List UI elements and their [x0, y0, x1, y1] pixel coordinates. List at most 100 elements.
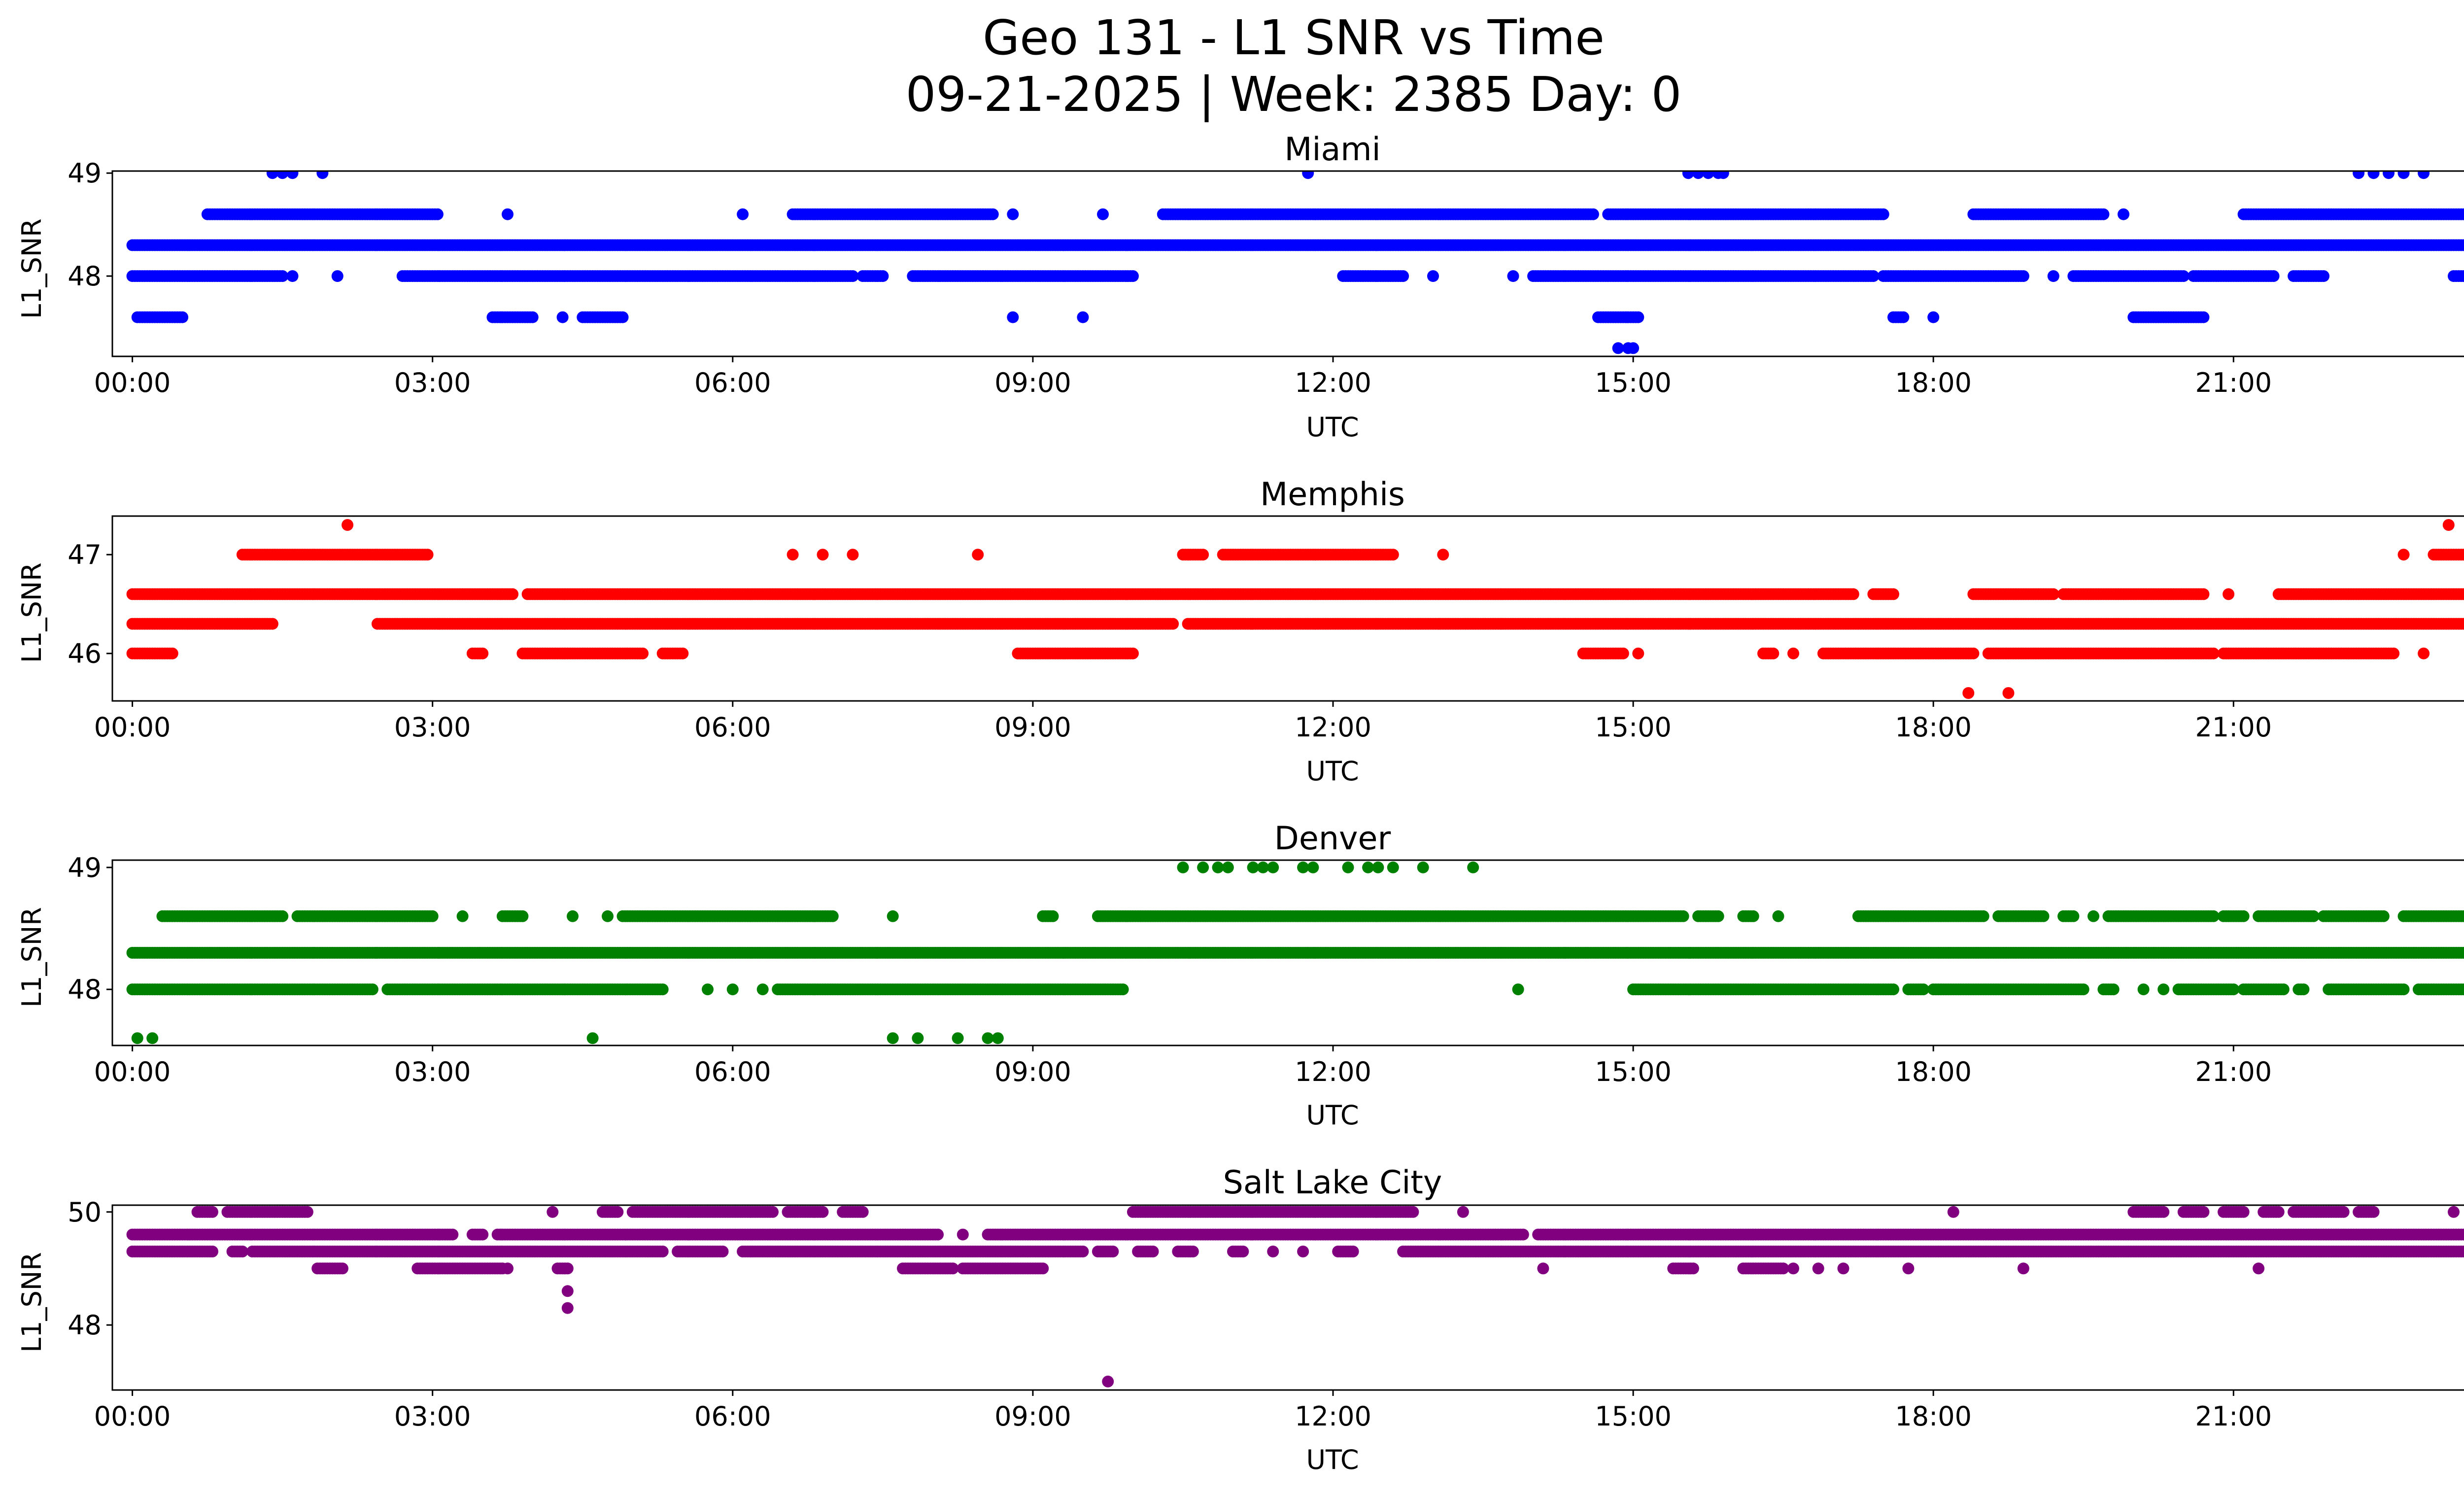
level-series [126, 618, 2464, 630]
data-point [1717, 171, 1729, 179]
data-point [972, 549, 984, 561]
data-point [1632, 311, 1644, 323]
data-point [567, 910, 579, 922]
x-tick-label: 09:00 [994, 712, 1071, 743]
level-series [126, 588, 2464, 600]
data-point [987, 208, 999, 220]
data-point [616, 311, 629, 323]
data-point [477, 647, 489, 660]
data-point [286, 171, 299, 179]
data-point [1507, 270, 1519, 282]
level-series [236, 549, 2464, 561]
data-point [2318, 270, 2329, 282]
data-point [2463, 241, 2464, 249]
data-point [276, 171, 289, 179]
outlier-points [266, 171, 2430, 354]
x-tick-label: 09:00 [994, 367, 1071, 398]
subplot-memphis: Memphis 00:00 03:00 06:00 09:00 12:00 15:00 18… [16, 476, 2464, 787]
data-point [2463, 210, 2464, 218]
data-point [2442, 519, 2455, 531]
data-point [526, 311, 539, 323]
x-tick-label: 21:00 [2195, 367, 2272, 398]
data-point [637, 647, 649, 660]
level-series [201, 208, 2464, 220]
data-point [276, 910, 289, 922]
x-tick-label: 21:00 [2195, 712, 2272, 743]
data-point [1632, 647, 1644, 660]
data-point [2177, 270, 2190, 282]
data-point [2207, 647, 2220, 660]
level-series [156, 910, 2464, 922]
data-point [2388, 647, 2400, 660]
data-point [2397, 549, 2410, 561]
data-point [2460, 209, 2464, 220]
y-axis-label: L1_SNR [16, 218, 47, 319]
data-point [2353, 171, 2365, 179]
plot-area: 00:00 03:00 06:00 09:00 12:00 15:00 18:00 21:00… [68, 515, 2464, 743]
data-point [1387, 549, 1399, 561]
level-series [126, 647, 2430, 660]
data-point [877, 270, 889, 282]
x-tick-label: 00:00 [94, 367, 171, 398]
data-point [2460, 549, 2464, 560]
data-point [1007, 311, 1019, 323]
data-point [342, 519, 354, 531]
x-tick-label: 12:00 [1295, 367, 1371, 398]
data-point [426, 910, 439, 922]
data-points [126, 861, 2464, 1044]
data-point [1897, 311, 1910, 323]
data-point [677, 647, 689, 660]
level-series [126, 270, 2464, 282]
data-point [2397, 171, 2410, 179]
y-tick-label: 46 [68, 638, 102, 669]
y-tick-label: 48 [68, 261, 102, 292]
level-series [126, 239, 2464, 251]
data-point [502, 208, 513, 220]
outlier-points [342, 519, 2455, 699]
data-point [516, 910, 529, 922]
x-axis-label: UTC [1306, 412, 1359, 443]
data-point [602, 910, 614, 922]
data-point [176, 311, 189, 323]
data-point [1302, 171, 1314, 179]
figure-title-line2: 09-21-2025 | Week: 2385 Day: 0 [906, 67, 1682, 123]
data-point [1127, 647, 1139, 660]
data-point [1427, 270, 1439, 282]
data-points [126, 519, 2464, 699]
data-point [2267, 270, 2280, 282]
x-tick-label: 06:00 [694, 367, 771, 398]
x-tick-label: 06:00 [694, 712, 771, 743]
data-point [1702, 171, 1714, 179]
data-point [1197, 549, 1209, 561]
data-point [2418, 171, 2430, 179]
data-point [1692, 171, 1705, 179]
data-point [847, 549, 859, 561]
data-point [2463, 620, 2464, 628]
data-point [1627, 342, 1640, 354]
plot-area: 00:00 03:00 06:00 09:00 12:00 15:00 18:00 21:00… [68, 158, 2464, 398]
data-point [1617, 647, 1629, 660]
level-series [131, 311, 2210, 323]
data-point [276, 270, 289, 282]
subplot-denver: Denver 00:00 03:00 06:00 09:00 12:00 15:00 18:… [16, 820, 2464, 1131]
data-point [1127, 270, 1139, 282]
data-point [421, 549, 434, 561]
data-point [2463, 590, 2464, 598]
data-point [2460, 240, 2464, 251]
data-point [1887, 588, 1899, 600]
data-point [2097, 208, 2110, 220]
x-tick-label: 12:00 [1295, 712, 1371, 743]
subplot-miami: Miami 00:00 03:00 06:00 09:00 12:00 15:00 18:0… [16, 131, 2464, 443]
data-point [166, 647, 178, 660]
data-point [331, 270, 343, 282]
x-tick-label: 18:00 [1895, 712, 1972, 743]
data-point [2223, 588, 2235, 600]
subplot-title: Memphis [1260, 476, 1405, 513]
data-point [1437, 549, 1449, 561]
x-tick-label: 18:00 [1895, 367, 1972, 398]
data-point [2047, 588, 2059, 600]
data-point [2367, 171, 2380, 179]
data-point [1397, 270, 1409, 282]
data-point [2118, 208, 2129, 220]
data-point [1587, 208, 1599, 220]
